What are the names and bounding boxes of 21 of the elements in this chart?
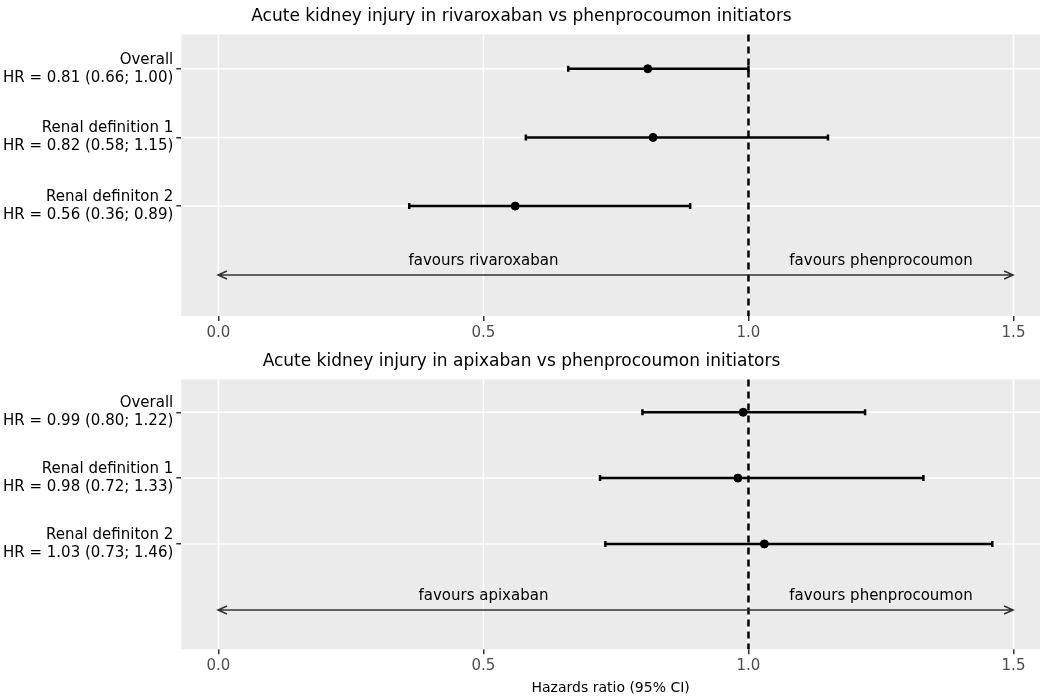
- chart-title: Acute kidney injury in rivaroxaban vs phenprocoumon initiators: [251, 4, 792, 25]
- text: favours apixaban: [418, 586, 549, 605]
- y-tick-label: Renal definiton 2 HR = 0.56 (0.36; 0.89): [3, 187, 174, 223]
- x-axis-title: Hazards ratio (95% CI): [531, 679, 690, 696]
- text: favours phenprocoumon: [789, 251, 973, 270]
- chart-title: Acute kidney injury in apixaban vs phenprocoumon initiators: [262, 349, 781, 370]
- y-tick-label: Renal definition 1 HR = 0.98 (0.72; 1.33): [3, 459, 174, 495]
- y-tick-label: Overall HR = 0.99 (0.80; 1.22): [3, 393, 174, 430]
- y-tick-label: Renal definiton 2 HR = 1.03 (0.73; 1.46): [3, 524, 174, 561]
- x-tick-label: 0.5: [471, 322, 496, 341]
- x-tick-label: 1.5: [1001, 322, 1026, 341]
- x-tick-label: 0.0: [206, 656, 231, 675]
- x-tick-label: 1.0: [736, 656, 761, 675]
- y-tick-label: Renal definition 1 HR = 0.82 (0.58; 1.15): [3, 118, 174, 155]
- text: favours phenprocoumon: [789, 586, 973, 605]
- x-tick-label: 0.0: [206, 322, 231, 341]
- x-tick-label: 0.5: [471, 656, 496, 675]
- x-tick-label: 1.5: [1001, 656, 1026, 675]
- y-tick-label: Overall HR = 0.81 (0.66; 1.00): [3, 49, 174, 86]
- x-tick-label: 1.0: [736, 322, 761, 341]
- text: favours rivaroxaban: [408, 251, 559, 270]
